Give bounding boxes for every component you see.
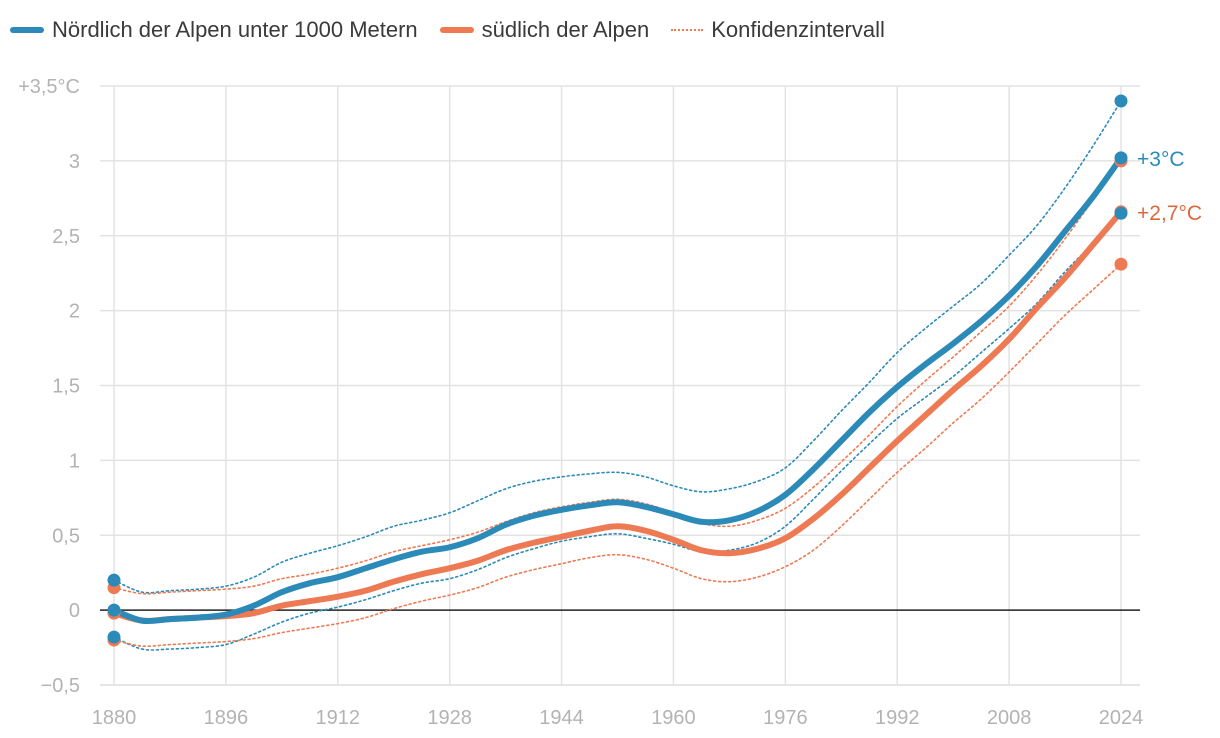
marker-north-lower-end bbox=[1114, 206, 1128, 220]
y-tick-label: +3,5°C bbox=[18, 76, 80, 98]
series-south-line bbox=[111, 208, 1124, 624]
marker-north-values-start bbox=[107, 603, 121, 617]
legend: Nördlich der Alpen unter 1000 Metern süd… bbox=[10, 14, 885, 46]
x-tick-label: 1976 bbox=[763, 707, 808, 729]
series-north-lower-bound bbox=[113, 212, 1122, 651]
x-tick-label: 1880 bbox=[92, 707, 137, 729]
legend-label-confidence: Konfidenzintervall bbox=[711, 17, 885, 42]
marker-north-upper-end bbox=[1114, 94, 1128, 108]
legend-item-north: Nördlich der Alpen unter 1000 Metern bbox=[10, 17, 418, 43]
legend-item-south: südlich der Alpen bbox=[439, 17, 650, 43]
marker-north-values-end bbox=[1114, 151, 1128, 165]
series-north-line bbox=[111, 154, 1124, 625]
marker-north-lower-start bbox=[107, 630, 121, 644]
y-axis-ticks: +3,5°C 3 2,5 2 1,5 1 0,5 0 −0,5 bbox=[18, 76, 80, 697]
x-tick-label: 1992 bbox=[875, 707, 920, 729]
end-markers bbox=[107, 94, 1128, 647]
marker-south-lower-end bbox=[1114, 257, 1128, 271]
series-south-lower-bound bbox=[113, 263, 1122, 648]
legend-swatch-south bbox=[439, 27, 474, 33]
end-label-north: +3°C bbox=[1137, 148, 1185, 171]
series-north-upper-bound bbox=[113, 100, 1122, 594]
y-tick-label: −0,5 bbox=[41, 675, 80, 697]
series bbox=[111, 100, 1124, 651]
legend-label-south: südlich der Alpen bbox=[481, 17, 650, 42]
legend-label-north: Nördlich der Alpen unter 1000 Metern bbox=[52, 17, 418, 42]
legend-swatch-north bbox=[10, 27, 44, 33]
x-tick-label: 1896 bbox=[204, 707, 249, 729]
x-tick-label: 1960 bbox=[651, 707, 696, 729]
end-label-south: +2,7°C bbox=[1137, 202, 1202, 225]
x-axis-ticks: 1880 1896 1912 1928 1944 1960 1976 1992 2008 2024 bbox=[92, 707, 1144, 729]
y-tick-label: 3 bbox=[69, 151, 80, 173]
y-tick-label: 1 bbox=[69, 450, 80, 472]
x-tick-label: 1912 bbox=[316, 707, 361, 729]
y-tick-label: 2,5 bbox=[52, 226, 80, 248]
marker-north-upper-start bbox=[107, 573, 121, 587]
legend-swatch-confidence bbox=[671, 29, 704, 31]
x-tick-label: 2008 bbox=[987, 707, 1032, 729]
y-tick-label: 0,5 bbox=[52, 525, 80, 547]
y-tick-label: 1,5 bbox=[52, 376, 80, 398]
y-tick-label: 0 bbox=[69, 600, 80, 622]
grid bbox=[100, 85, 1140, 686]
legend-item-confidence: Konfidenzintervall bbox=[671, 17, 885, 43]
x-tick-label: 1928 bbox=[427, 707, 472, 729]
y-tick-label: 2 bbox=[69, 301, 80, 323]
end-labels: +3°C +2,7°C bbox=[1137, 148, 1202, 225]
x-tick-label: 2024 bbox=[1099, 707, 1144, 729]
x-tick-label: 1944 bbox=[539, 707, 584, 729]
